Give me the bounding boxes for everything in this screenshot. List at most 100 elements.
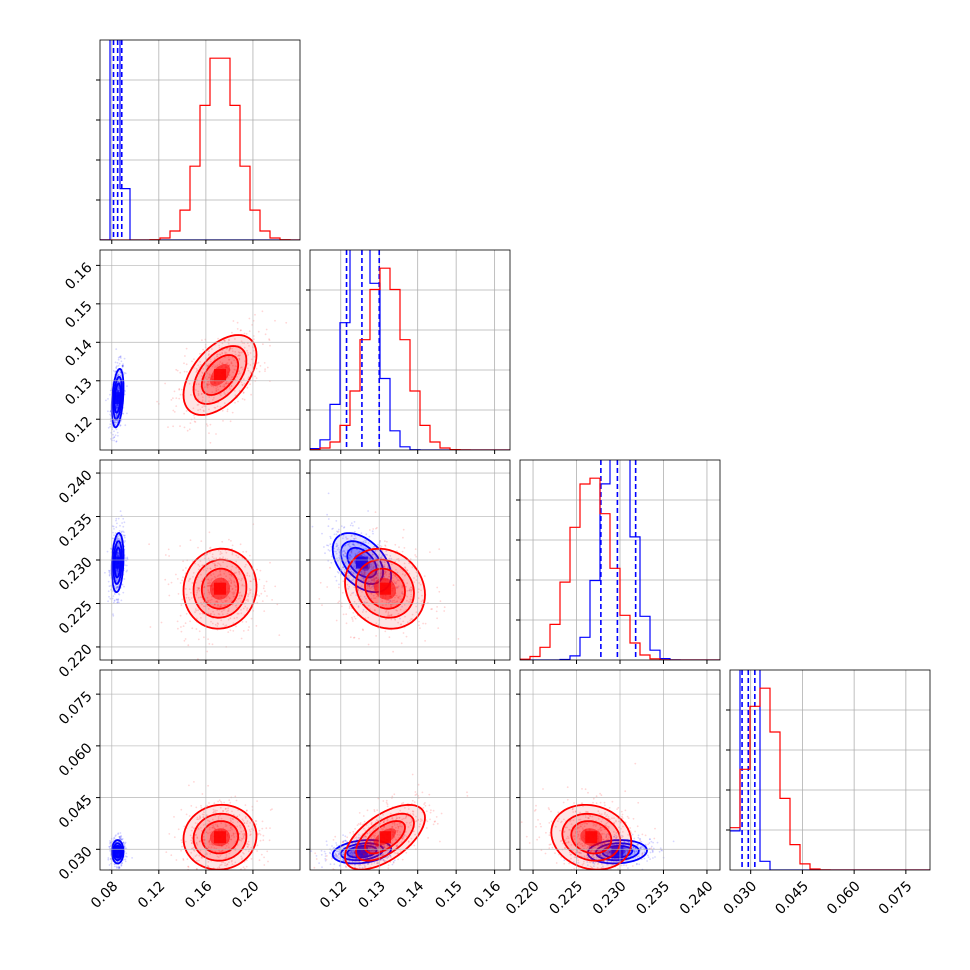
scatter-point [243, 346, 246, 349]
scatter-point [109, 425, 111, 428]
scatter-point [116, 421, 119, 424]
scatter-point [227, 595, 230, 598]
scatter-point [354, 617, 357, 620]
scatter-point [435, 610, 438, 613]
scatter-point [367, 643, 370, 646]
scatter-point [208, 552, 211, 554]
scatter-point [235, 599, 237, 602]
scatter-point [107, 590, 110, 593]
scatter-point [384, 571, 387, 573]
scatter-point [212, 610, 215, 613]
scatter-point [230, 860, 233, 863]
scatter-point [233, 617, 236, 620]
scatter-point [402, 632, 405, 634]
scatter-point [278, 634, 281, 636]
scatter-point [122, 363, 124, 365]
scatter-point [230, 540, 232, 542]
scatter-point [335, 552, 338, 555]
scatter-point [216, 824, 219, 826]
scatter-point [342, 834, 344, 836]
scatter-point [234, 879, 236, 881]
scatter-point [376, 574, 379, 577]
scatter-point [109, 420, 112, 423]
scatter-point [201, 857, 204, 859]
scatter-point [253, 355, 256, 358]
scatter-point [212, 871, 214, 873]
scatter-point [109, 858, 112, 860]
scatter-point [199, 596, 202, 599]
scatter-point [373, 597, 375, 599]
scatter-point [196, 404, 199, 406]
scatter-point [254, 375, 256, 378]
scatter-point [342, 854, 345, 856]
scatter-point [202, 816, 205, 819]
scatter-point [351, 618, 354, 620]
scatter-point [394, 619, 397, 621]
scatter-point [352, 852, 354, 855]
scatter-point [219, 406, 222, 408]
scatter-point [123, 521, 126, 524]
scatter-point [120, 599, 123, 602]
scatter-point [258, 829, 261, 832]
scatter-point [217, 816, 220, 818]
scatter-point [408, 589, 411, 592]
scatter-point [341, 845, 344, 848]
scatter-point [230, 361, 233, 363]
scatter-point [248, 317, 251, 320]
scatter-point [385, 550, 388, 553]
scatter-point [421, 594, 423, 597]
scatter-point [382, 859, 385, 861]
scatter-point [197, 403, 200, 406]
scatter-point [351, 616, 353, 619]
scatter-point [116, 539, 118, 542]
scatter-point [197, 596, 200, 599]
scatter-point [356, 587, 359, 589]
scatter-point [214, 563, 217, 566]
scatter-point [109, 845, 112, 848]
scatter-point [203, 838, 206, 841]
scatter-point [221, 352, 224, 355]
scatter-point [197, 658, 199, 660]
scatter-point [367, 616, 370, 619]
scatter-point [178, 388, 181, 391]
scatter-point [114, 361, 117, 364]
scatter-point [195, 367, 198, 370]
scatter-point [117, 356, 120, 359]
scatter-point [209, 852, 212, 855]
scatter-point [123, 531, 125, 534]
scatter-point [326, 586, 329, 588]
scatter-point [228, 538, 230, 541]
scatter-point [115, 579, 118, 582]
scatter-point [348, 554, 351, 557]
scatter-point [383, 844, 386, 847]
scatter-point [224, 823, 227, 826]
scatter-point [371, 586, 373, 588]
scatter-point [403, 604, 406, 606]
scatter-point [123, 372, 126, 374]
scatter-point [372, 581, 374, 584]
scatter-point [226, 863, 229, 866]
scatter-point [335, 545, 338, 548]
scatter-point [255, 625, 258, 627]
scatter-point [236, 879, 238, 881]
scatter-point [116, 522, 118, 525]
scatter-point [190, 851, 193, 854]
scatter-point [117, 387, 120, 389]
scatter-point [353, 537, 355, 540]
scatter-point [211, 365, 214, 368]
scatter-point [236, 815, 239, 818]
scatter-point [395, 581, 398, 583]
scatter-point [310, 850, 313, 852]
scatter-point [366, 584, 369, 587]
scatter-point [241, 366, 243, 369]
scatter-point [359, 875, 361, 877]
scatter-point [223, 392, 226, 394]
scatter-point [216, 622, 219, 624]
scatter-point [356, 838, 358, 841]
scatter-point [402, 835, 405, 838]
scatter-point [224, 864, 226, 867]
scatter-point [363, 573, 365, 576]
scatter-point [241, 595, 243, 598]
scatter-point [126, 557, 128, 560]
scatter-point [372, 578, 375, 581]
